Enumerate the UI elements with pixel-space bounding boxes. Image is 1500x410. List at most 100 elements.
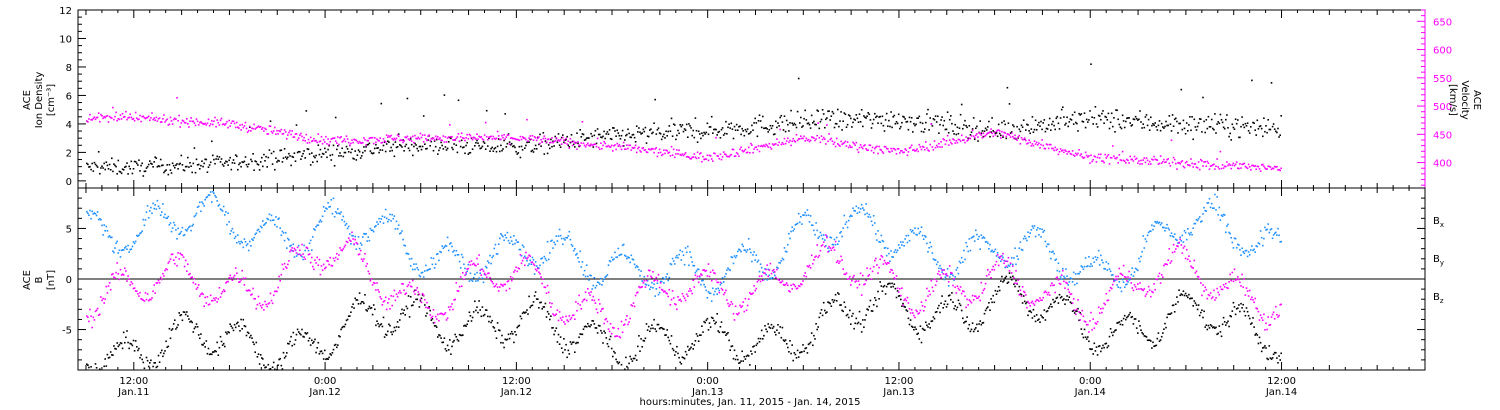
- data-point: [645, 323, 648, 325]
- data-point: [980, 323, 983, 326]
- data-point: [427, 306, 429, 309]
- data-point: [844, 140, 847, 143]
- data-point: [948, 294, 951, 296]
- data-point: [252, 127, 254, 130]
- data-point: [1180, 88, 1183, 91]
- data-point: [1095, 259, 1098, 261]
- data-point: [589, 294, 591, 296]
- data-point: [1166, 124, 1168, 127]
- data-point: [732, 137, 735, 140]
- data-point: [868, 213, 871, 216]
- data-point: [694, 340, 697, 342]
- data-point: [934, 115, 937, 117]
- data-point: [1237, 119, 1239, 121]
- data-point: [1141, 127, 1143, 129]
- data-point: [246, 131, 249, 133]
- data-point: [333, 215, 336, 218]
- data-point: [150, 206, 152, 209]
- data-point: [1139, 260, 1141, 263]
- data-point: [691, 261, 693, 263]
- data-point: [994, 248, 997, 251]
- data-point: [1176, 296, 1178, 298]
- data-point: [432, 257, 435, 260]
- data-point: [1153, 155, 1155, 158]
- data-point: [868, 144, 871, 146]
- data-point: [879, 148, 881, 151]
- data-point: [1159, 129, 1162, 132]
- data-point: [383, 216, 386, 218]
- data-point: [1163, 328, 1165, 330]
- data-point: [685, 156, 688, 158]
- data-point: [472, 311, 475, 313]
- density-tick-label: 12: [59, 6, 72, 17]
- data-point: [1189, 233, 1191, 236]
- data-point: [181, 319, 184, 322]
- data-point: [1277, 227, 1279, 230]
- data-point: [1007, 122, 1010, 124]
- data-point: [132, 287, 135, 290]
- data-point: [375, 324, 377, 327]
- data-point: [103, 115, 105, 118]
- data-point: [532, 301, 535, 303]
- data-point: [1116, 284, 1118, 286]
- data-point: [1020, 124, 1023, 127]
- data-point: [683, 128, 686, 130]
- data-point: [1148, 230, 1151, 233]
- data-point: [1018, 128, 1021, 131]
- data-point: [556, 309, 559, 311]
- data-point: [188, 318, 190, 320]
- data-point: [125, 165, 127, 168]
- data-point: [221, 163, 224, 166]
- data-point: [726, 133, 728, 135]
- data-point: [827, 301, 829, 303]
- data-point: [95, 164, 98, 167]
- data-point: [1100, 350, 1102, 353]
- data-point: [790, 230, 792, 233]
- data-point: [871, 146, 874, 149]
- data-point: [1177, 132, 1179, 134]
- data-point: [796, 349, 799, 352]
- data-point: [1197, 217, 1200, 220]
- data-point: [967, 139, 969, 141]
- data-point: [156, 365, 159, 368]
- data-point: [191, 225, 193, 227]
- data-point: [865, 314, 867, 316]
- data-point: [401, 146, 403, 148]
- data-point: [86, 120, 88, 122]
- data-point: [617, 362, 620, 365]
- data-point: [659, 151, 662, 154]
- data-point: [824, 239, 826, 241]
- data-point: [972, 117, 975, 119]
- data-point: [624, 139, 626, 141]
- data-point: [652, 271, 654, 273]
- data-point: [839, 145, 841, 147]
- data-point: [420, 297, 423, 300]
- data-point: [714, 152, 716, 155]
- data-point: [495, 150, 498, 153]
- data-point: [1104, 153, 1106, 156]
- data-point: [256, 356, 259, 358]
- data-point: [507, 333, 510, 336]
- data-point: [1068, 281, 1071, 283]
- data-point: [828, 301, 830, 304]
- data-point: [768, 142, 771, 145]
- data-point: [731, 256, 734, 259]
- data-point: [1201, 160, 1203, 162]
- data-point: [1146, 159, 1149, 162]
- data-point: [531, 304, 534, 307]
- data-point: [401, 283, 403, 285]
- data-point: [265, 366, 267, 368]
- data-point: [885, 112, 888, 115]
- data-point: [114, 277, 116, 279]
- data-point: [1117, 321, 1119, 324]
- data-point: [417, 150, 420, 152]
- data-point: [510, 142, 513, 145]
- data-point: [126, 248, 128, 250]
- data-point: [539, 264, 541, 267]
- data-point: [1241, 247, 1243, 250]
- data-point: [1157, 332, 1160, 334]
- data-point: [284, 156, 287, 158]
- data-point: [166, 346, 168, 348]
- data-point: [768, 326, 771, 328]
- data-point: [351, 148, 353, 151]
